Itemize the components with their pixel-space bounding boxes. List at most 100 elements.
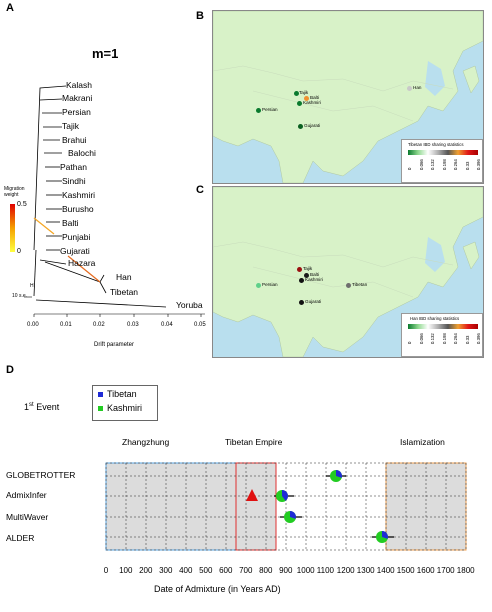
date-tick: 1500: [396, 566, 415, 575]
migration-scale-bottom: 0: [17, 248, 21, 255]
era-zhangzhung: Zhangzhung: [122, 437, 170, 447]
date-tick: 1100: [316, 566, 334, 575]
date-tick: 1600: [416, 566, 435, 575]
method-label: ALDER: [6, 533, 35, 543]
triangle-marker: [246, 489, 258, 501]
migration-label-1: Migration: [4, 186, 25, 192]
tree-leaf-label: Kalash: [66, 80, 92, 90]
drift-tick: 0.05: [194, 322, 206, 328]
date-tick: 600: [219, 566, 233, 575]
event-number: 1: [24, 402, 30, 412]
persian-marker: [256, 283, 261, 288]
map-label: Tajik: [303, 266, 313, 271]
tibetan-slice: [336, 470, 342, 478]
drift-tick: 0.04: [161, 322, 173, 328]
legend-tick: 0.33: [464, 335, 470, 344]
legend-tick: 0.396: [476, 159, 481, 170]
map-label: Persian: [262, 282, 278, 287]
map-label: Kashmiri: [305, 277, 323, 282]
legend-tick: 0.066: [418, 159, 424, 170]
ibd-gradient: [408, 324, 478, 329]
ibd-legend-b: Tibetan IBD sharing statistics 0 0.066 0.1…: [401, 139, 483, 183]
method-label: AdmixInfer: [6, 490, 47, 500]
tibetan-slice: [382, 531, 388, 539]
era-islamization: Islamization: [400, 437, 445, 447]
legend-swatch-kashmiri: [98, 406, 103, 411]
tree-leaf-label: Gujarati: [60, 246, 90, 256]
kashmiri-marker: [297, 101, 302, 106]
tree-leaf-label: Hazara: [68, 258, 96, 268]
tree-leaf-label: Yoruba: [176, 300, 203, 310]
date-tick: 0: [103, 566, 109, 575]
panel-a-letter: A: [6, 2, 14, 14]
legend-tick: 0.33: [464, 161, 470, 170]
tajik-marker: [297, 267, 302, 272]
tree-leaf-label: Tajik: [62, 121, 80, 131]
gujarati-marker: [299, 300, 304, 305]
date-tick: 1800: [456, 566, 475, 575]
migration-label-2: weight: [4, 192, 19, 198]
panel-b-letter: B: [196, 10, 204, 22]
admixture-date-chart: [105, 462, 467, 551]
drift-tick: 0.03: [127, 322, 139, 328]
tree-leaf-label: Burusho: [62, 204, 94, 214]
era-tibetan-empire: Tibetan Empire: [225, 437, 283, 447]
date-tick: 1200: [336, 566, 355, 575]
migration-scale-top: 0.5: [17, 201, 27, 208]
map-label: Tibetan: [352, 282, 368, 287]
map-label: Gujarati: [304, 123, 321, 128]
date-tick: 200: [139, 566, 153, 575]
legend-tibetan: Tibetan: [107, 389, 137, 399]
han-marker: [407, 86, 412, 91]
map-c: Tajik Balti Kashmiri Persian Tibetan Guj…: [212, 186, 484, 358]
date-tick: 1700: [436, 566, 455, 575]
balti-marker: [304, 273, 309, 278]
method-label: MultiWaver: [6, 512, 49, 522]
legend-tick: 0: [407, 167, 412, 170]
drift-tick: 0.00: [27, 322, 39, 328]
map-label: Balti: [310, 95, 319, 100]
drift-tick: 0.01: [60, 322, 72, 328]
legend-tick: 0: [407, 341, 412, 344]
legend-tick: 0.066: [418, 333, 424, 344]
tree-leaf-label: Sindhi: [62, 176, 86, 186]
panel-d-letter: D: [6, 364, 14, 376]
date-tick: 700: [239, 566, 253, 575]
gujarati-marker: [298, 124, 303, 129]
chart-legend: Tibetan Kashmiri: [92, 385, 158, 421]
period-box: [105, 462, 237, 551]
admixture-graph: [10, 85, 205, 317]
event-label: 1st Event: [24, 402, 59, 412]
map-label: Persian: [262, 107, 278, 112]
legend-tick: 0.198: [441, 159, 447, 170]
tree-leaf-label: Punjabi: [62, 232, 91, 242]
date-tick: 300: [159, 566, 173, 575]
method-label: GLOBETROTTER: [6, 470, 76, 480]
map-label: Gujarati: [305, 299, 322, 304]
date-axis-label: Date of Admixture (in Years AD): [154, 584, 281, 594]
se-label: 10 s.e.: [12, 293, 28, 299]
ibd-legend-c: Han IBD sharing statistics 0 0.066 0.132 0.…: [401, 313, 483, 357]
tree-leaf-label: Kashmiri: [62, 190, 96, 200]
date-tick: 800: [259, 566, 273, 575]
tree-leaf-label: Tibetan: [110, 287, 139, 297]
date-tick: 1000: [296, 566, 315, 575]
tree-leaf-label: Han: [116, 272, 132, 282]
drift-tick: 0.02: [93, 322, 105, 328]
legend-title: Han IBD sharing statistics: [410, 316, 460, 321]
ibd-gradient: [408, 150, 478, 155]
tibetan-marker: [346, 283, 351, 288]
date-tick: 1400: [376, 566, 395, 575]
map-b: Tajik Balti Kashmiri Persian Gujarati Ha…: [212, 10, 484, 184]
tree-leaf-label: Persian: [62, 107, 91, 117]
tibetan-slice: [290, 511, 296, 519]
tibetan-slice: [282, 490, 289, 501]
drift-axis-label: Drift parameter: [94, 342, 135, 348]
tree-leaf-label: Balti: [62, 218, 79, 228]
date-tick: 900: [279, 566, 293, 575]
tree-leaf-label: Pathan: [60, 162, 87, 172]
panel-a-title: m=1: [92, 46, 119, 61]
panel-c-letter: C: [196, 184, 204, 196]
root-label: H: [30, 283, 34, 289]
legend-tick: 0.396: [476, 333, 481, 344]
